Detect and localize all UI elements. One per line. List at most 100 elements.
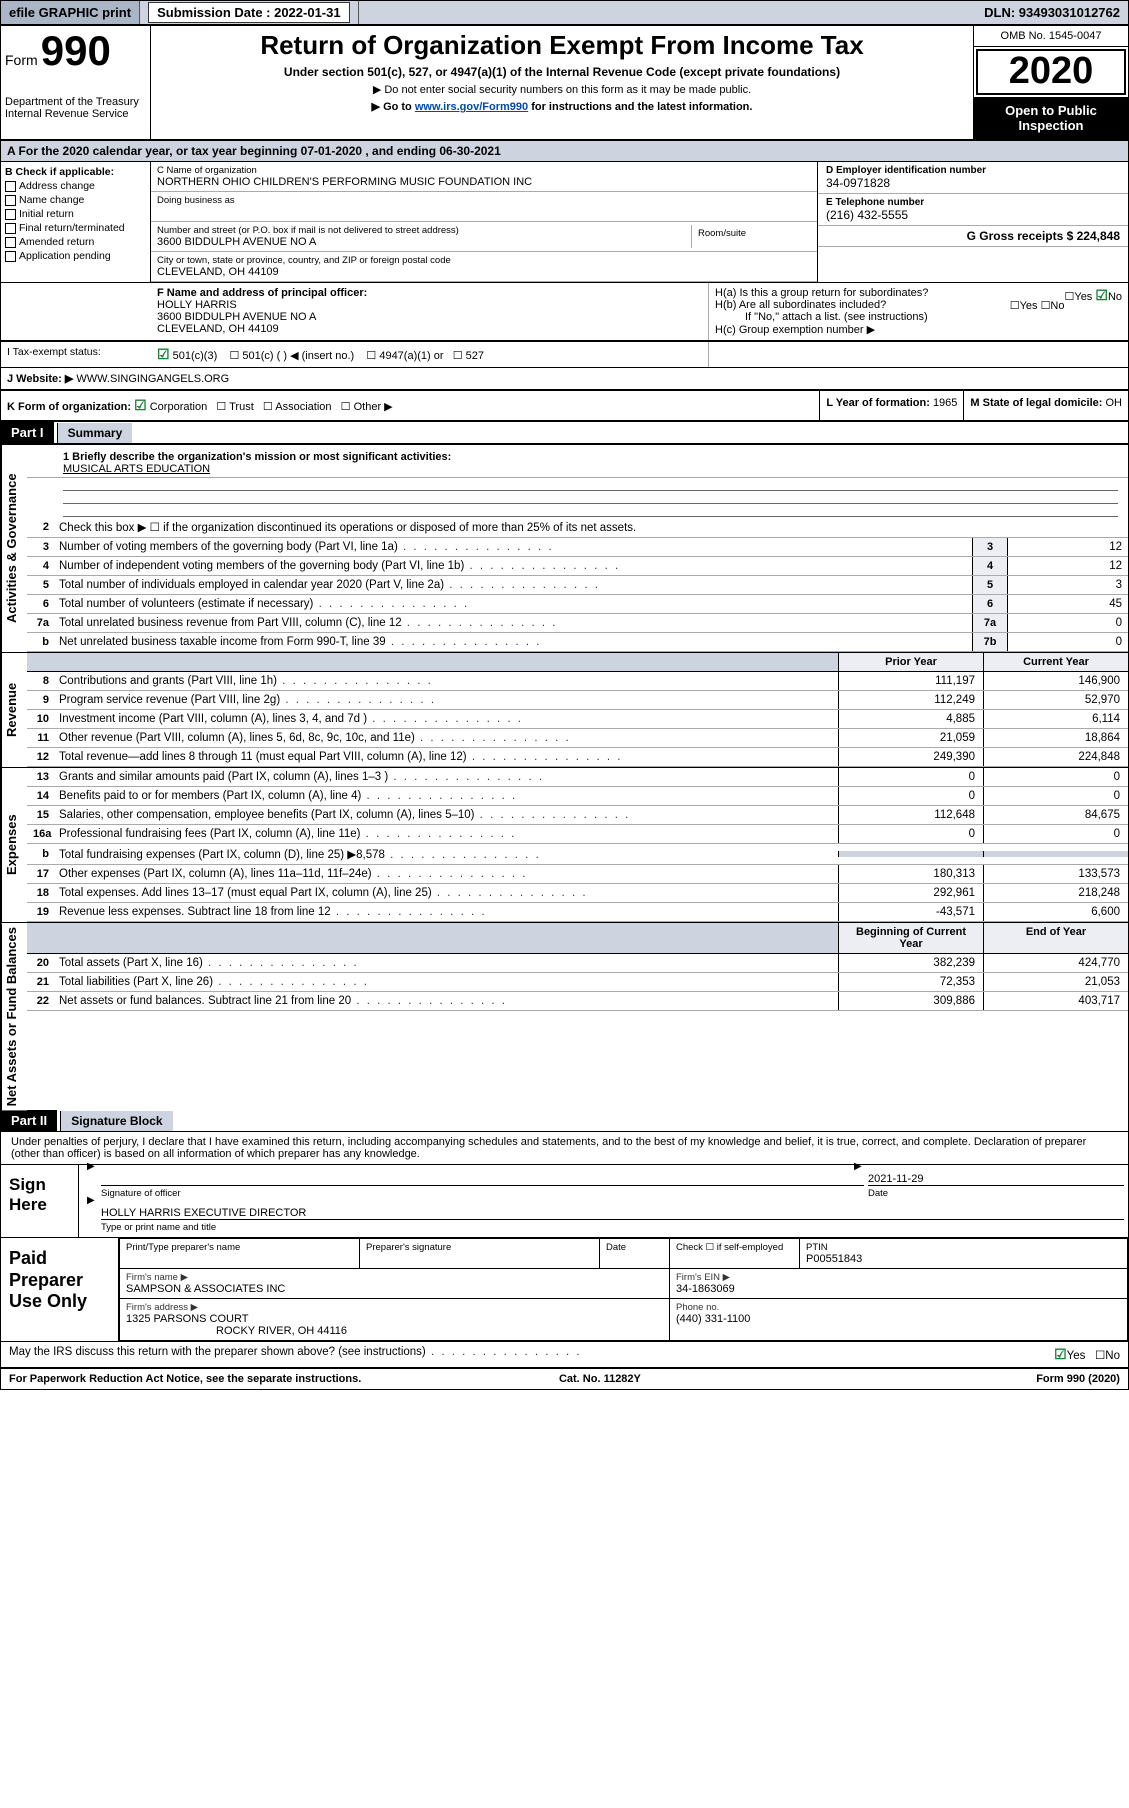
governance-line: 5Total number of individuals employed in… xyxy=(27,576,1128,595)
mission-text: MUSICAL ARTS EDUCATION xyxy=(63,463,210,475)
chk-final-return[interactable]: Final return/terminated xyxy=(5,222,146,234)
sign-here-label: Sign Here xyxy=(1,1165,79,1237)
financial-line: 16aProfessional fundraising fees (Part I… xyxy=(27,825,1128,844)
officer-addr1: 3600 BIDDULPH AVENUE NO A xyxy=(157,311,316,323)
officer-name: HOLLY HARRIS xyxy=(157,299,237,311)
financial-line: 17Other expenses (Part IX, column (A), l… xyxy=(27,865,1128,884)
form-ref: Form 990 (2020) xyxy=(1036,1373,1120,1385)
group-return: H(a) Is this a group return for subordin… xyxy=(708,283,1128,340)
financial-line: 19Revenue less expenses. Subtract line 1… xyxy=(27,903,1128,922)
page-footer: For Paperwork Reduction Act Notice, see … xyxy=(1,1367,1128,1389)
form-number-block: Form 990 Department of the Treasury Inte… xyxy=(1,26,151,139)
part-2-header: Part II Signature Block xyxy=(1,1110,1128,1132)
beginning-year-hdr: Beginning of Current Year xyxy=(838,923,983,953)
telephone-label: E Telephone number xyxy=(826,197,1120,208)
omb-number: OMB No. 1545-0047 xyxy=(974,26,1128,47)
ein-value: 34-0971828 xyxy=(826,176,1120,190)
cat-no: Cat. No. 11282Y xyxy=(559,1373,641,1385)
form-title-block: Return of Organization Exempt From Incom… xyxy=(151,26,973,139)
firm-addr1: 1325 PARSONS COURT xyxy=(126,1313,248,1325)
chk-application-pending[interactable]: Application pending xyxy=(5,250,146,262)
irs-link[interactable]: www.irs.gov/Form990 xyxy=(415,101,528,113)
chk-name-change[interactable]: Name change xyxy=(5,194,146,206)
financial-line: bTotal fundraising expenses (Part IX, co… xyxy=(27,844,1128,865)
part-1-header: Part I Summary xyxy=(1,422,1128,444)
financial-line: 13Grants and similar amounts paid (Part … xyxy=(27,768,1128,787)
tax-year: 2020 xyxy=(976,49,1126,95)
ein-label: D Employer identification number xyxy=(826,165,1120,176)
financial-line: 18Total expenses. Add lines 13–17 (must … xyxy=(27,884,1128,903)
sig-officer-label: Signature of officer xyxy=(83,1188,864,1199)
preparer-table: Print/Type preparer's name Preparer's si… xyxy=(119,1238,1128,1341)
expenses-label: Expenses xyxy=(1,768,27,922)
financial-line: 22Net assets or fund balances. Subtract … xyxy=(27,992,1128,1011)
org-name: NORTHERN OHIO CHILDREN'S PERFORMING MUSI… xyxy=(157,176,811,188)
name-title-label: Type or print name and title xyxy=(83,1222,1124,1233)
form-of-organization-row: K Form of organization: ☑ Corporation ☐ … xyxy=(1,391,1128,422)
activities-governance-section: Activities & Governance 1 Briefly descri… xyxy=(1,444,1128,652)
state-domicile: OH xyxy=(1106,397,1123,409)
firm-name: SAMPSON & ASSOCIATES INC xyxy=(126,1283,285,1295)
efile-label: efile GRAPHIC print xyxy=(1,1,140,24)
form-990-page: efile GRAPHIC print Submission Date : 20… xyxy=(0,0,1129,1390)
chk-amended-return[interactable]: Amended return xyxy=(5,236,146,248)
form-year-block: OMB No. 1545-0047 2020 Open to Public In… xyxy=(973,26,1128,139)
net-assets-section: Net Assets or Fund Balances Beginning of… xyxy=(1,922,1128,1110)
governance-line: bNet unrelated business taxable income f… xyxy=(27,633,1128,652)
governance-line: 3Number of voting members of the governi… xyxy=(27,538,1128,557)
end-year-hdr: End of Year xyxy=(983,923,1128,953)
org-name-label: C Name of organization xyxy=(157,165,811,176)
group-exemption: H(c) Group exemption number ▶ xyxy=(715,323,1122,336)
mission-prompt: 1 Briefly describe the organization's mi… xyxy=(27,445,1128,478)
activities-governance-label: Activities & Governance xyxy=(1,445,27,652)
current-year-hdr: Current Year xyxy=(983,653,1128,671)
year-of-formation: 1965 xyxy=(933,397,957,409)
hint-no-ssn: ▶ Do not enter social security numbers o… xyxy=(157,83,967,96)
governance-line: 2Check this box ▶ ☐ if the organization … xyxy=(27,517,1128,538)
identification-block: B Check if applicable: Address change Na… xyxy=(1,162,1128,282)
principal-officer: F Name and address of principal officer:… xyxy=(151,283,708,340)
street-address: 3600 BIDDULPH AVENUE NO A xyxy=(157,236,691,248)
telephone-value: (216) 432-5555 xyxy=(826,208,1120,222)
organization-info: C Name of organization NORTHERN OHIO CHI… xyxy=(151,162,818,282)
ptin: P00551843 xyxy=(806,1253,862,1265)
officer-group-row: F Name and address of principal officer:… xyxy=(1,282,1128,341)
check-if-applicable: B Check if applicable: Address change Na… xyxy=(1,162,151,282)
firm-addr2: ROCKY RIVER, OH 44116 xyxy=(126,1325,347,1337)
financial-line: 21Total liabilities (Part X, line 26)72,… xyxy=(27,973,1128,992)
financial-line: 14Benefits paid to or for members (Part … xyxy=(27,787,1128,806)
city-label: City or town, state or province, country… xyxy=(157,255,811,266)
officer-printed-name: HOLLY HARRIS EXECUTIVE DIRECTOR xyxy=(101,1207,306,1219)
firm-phone: (440) 331-1100 xyxy=(676,1313,750,1325)
perjury-declaration: Under penalties of perjury, I declare th… xyxy=(1,1132,1128,1164)
financial-line: 8Contributions and grants (Part VIII, li… xyxy=(27,672,1128,691)
governance-line: 4Number of independent voting members of… xyxy=(27,557,1128,576)
hint-goto: ▶ Go to www.irs.gov/Form990 for instruct… xyxy=(157,100,967,113)
form-subtitle: Under section 501(c), 527, or 4947(a)(1)… xyxy=(157,65,967,79)
city-state-zip: CLEVELAND, OH 44109 xyxy=(157,266,811,278)
financial-line: 9Program service revenue (Part VIII, lin… xyxy=(27,691,1128,710)
form-title: Return of Organization Exempt From Incom… xyxy=(157,30,967,61)
revenue-label: Revenue xyxy=(1,653,27,767)
discuss-yes-no: ☑Yes ☐No xyxy=(1054,1346,1120,1363)
financial-line: 12Total revenue—add lines 8 through 11 (… xyxy=(27,748,1128,767)
chk-initial-return[interactable]: Initial return xyxy=(5,208,146,220)
street-label: Number and street (or P.O. box if mail i… xyxy=(157,225,691,236)
date-label: Date xyxy=(864,1188,1124,1199)
expenses-section: Expenses 13Grants and similar amounts pa… xyxy=(1,767,1128,922)
employer-info: D Employer identification number 34-0971… xyxy=(818,162,1128,282)
discuss-with-preparer-row: May the IRS discuss this return with the… xyxy=(1,1341,1128,1367)
top-bar: efile GRAPHIC print Submission Date : 20… xyxy=(1,1,1128,26)
revenue-section: Revenue Prior Year Current Year 8Contrib… xyxy=(1,652,1128,767)
prior-year-hdr: Prior Year xyxy=(838,653,983,671)
firm-ein: 34-1863069 xyxy=(676,1283,735,1295)
check-if-label: B Check if applicable: xyxy=(5,166,114,178)
chk-address-change[interactable]: Address change xyxy=(5,180,146,192)
net-assets-label: Net Assets or Fund Balances xyxy=(1,923,27,1110)
officer-addr2: CLEVELAND, OH 44109 xyxy=(157,323,279,335)
dln: DLN: 93493031012762 xyxy=(976,1,1128,24)
sign-here-block: Sign Here Signature of officer 2021-11-2… xyxy=(1,1164,1128,1237)
gross-receipts: G Gross receipts $ 224,848 xyxy=(967,229,1120,243)
sign-date: 2021-11-29 xyxy=(868,1173,923,1185)
website-row: J Website: ▶ WWW.SINGINGANGELS.ORG xyxy=(1,368,1128,391)
